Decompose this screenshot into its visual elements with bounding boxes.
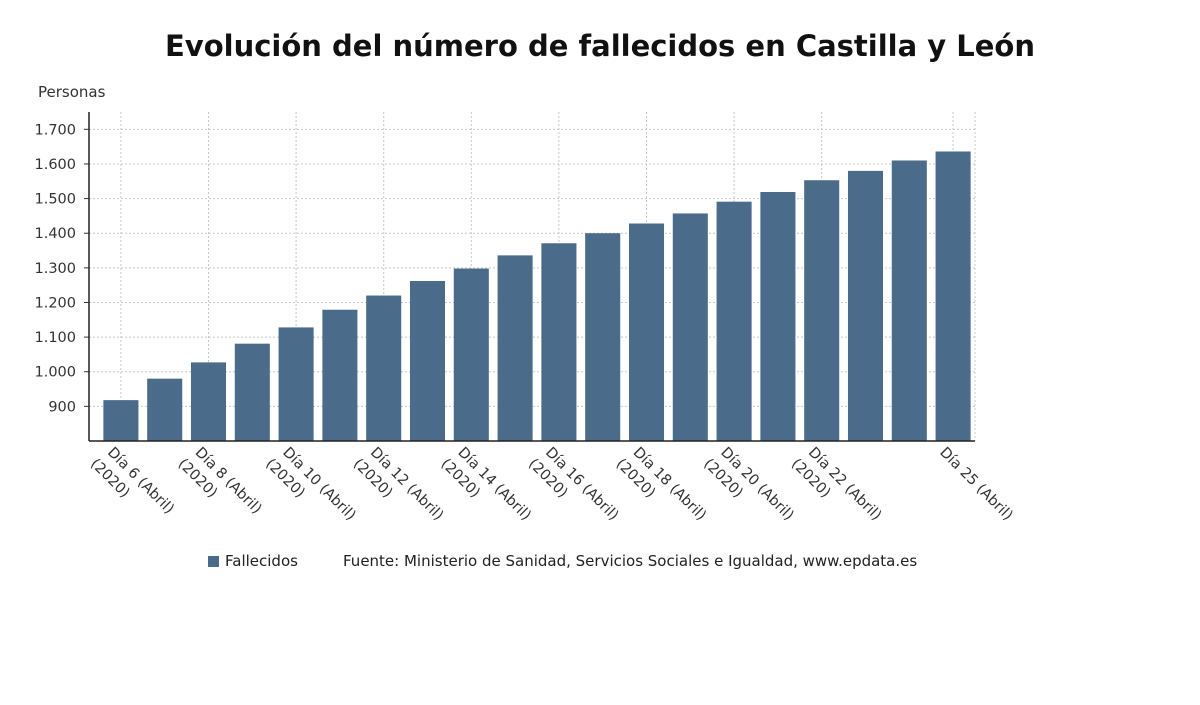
bar [585, 233, 621, 441]
bar [891, 160, 927, 442]
bar [847, 170, 884, 441]
axes [84, 112, 975, 442]
y-tick-label: 1.300 [34, 261, 76, 277]
x-tick-label: Día 12 (Abril)(2020) [350, 442, 446, 538]
y-axis-label: Personas [38, 83, 106, 101]
bar [541, 243, 577, 441]
x-tick-label: Día 22 (Abril)(2020) [788, 442, 884, 538]
x-tick-label: Día 16 (Abril)(2020) [525, 442, 621, 538]
bar [322, 309, 358, 441]
bar [804, 180, 840, 441]
legend-label: Fallecidos [225, 552, 298, 570]
bar [628, 223, 665, 441]
bar [366, 295, 402, 441]
y-tick-label: 1.400 [34, 226, 76, 242]
y-tick-label: 1.700 [34, 122, 76, 138]
bar [760, 191, 796, 441]
x-tick-label: Día 20 (Abril)(2020) [700, 442, 796, 538]
y-tick-label: 1.500 [34, 192, 76, 208]
bar [716, 201, 752, 441]
x-tick-label: Día 6 (Abril)(2020) [87, 442, 177, 532]
bar [147, 378, 183, 441]
bar [409, 281, 446, 441]
bar [103, 400, 139, 441]
legend-swatch [208, 556, 219, 567]
x-tick-label-line: Día 25 (Abril) [936, 445, 1015, 524]
source-note: Fuente: Ministerio de Sanidad, Servicios… [343, 552, 917, 570]
y-tick-label: 1.600 [34, 157, 76, 173]
y-tick-label: 1.100 [34, 330, 76, 346]
bar [672, 213, 708, 441]
x-tick-label: Día 14 (Abril)(2020) [438, 442, 534, 538]
bar [278, 327, 314, 441]
x-tick-label: Día 8 (Abril)(2020) [175, 442, 265, 532]
bar [497, 255, 533, 441]
chart-title: Evolución del número de fallecidos en Ca… [165, 29, 1035, 63]
bar [234, 343, 270, 441]
bars [103, 151, 971, 442]
x-tick-labels: Día 6 (Abril)(2020) Día 8 (Abril)(2020) Dí… [87, 442, 1016, 538]
bar [935, 151, 971, 442]
y-tick-label: 900 [48, 399, 76, 415]
y-tick-labels: 900 1.000 1.100 1.200 1.300 1.400 1.500 1.600 1.… [34, 122, 76, 415]
x-tick-label: Día 10 (Abril)(2020) [262, 442, 358, 538]
y-tick-label: 1.000 [34, 365, 76, 381]
x-tick-label: Día 18 (Abril)(2020) [613, 442, 709, 538]
y-tick-label: 1.200 [34, 295, 76, 311]
x-tick-label: Día 25 (Abril) [936, 445, 1015, 524]
bar [453, 268, 489, 441]
bar [190, 362, 227, 441]
legend: Fallecidos Fuente: Ministerio de Sanidad… [208, 552, 917, 570]
